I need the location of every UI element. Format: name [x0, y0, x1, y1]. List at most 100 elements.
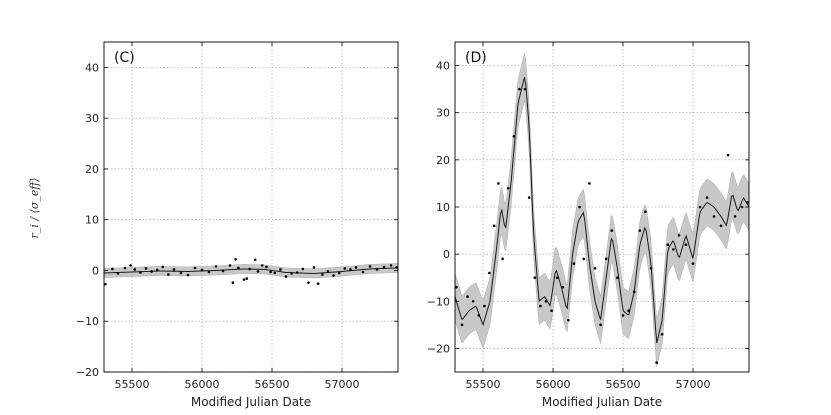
data-point: [660, 332, 664, 336]
data-point: [167, 273, 170, 276]
x-tick-label: 57000: [676, 378, 711, 391]
x-tick-label: 56000: [185, 378, 220, 391]
x-tick-label: 56500: [255, 378, 290, 391]
y-tick-label: 0: [443, 248, 450, 261]
data-point: [253, 258, 257, 262]
data-point: [712, 215, 716, 218]
data-point: [382, 265, 386, 269]
data-point: [726, 153, 730, 157]
data-point: [691, 262, 695, 265]
y-tick-label: 20: [85, 163, 99, 176]
data-point: [466, 295, 469, 298]
data-point: [193, 266, 197, 270]
data-point: [144, 267, 148, 270]
y-tick-label: 0: [92, 264, 99, 277]
data-point: [265, 265, 268, 269]
data-point: [582, 257, 586, 261]
data-point: [200, 268, 204, 272]
data-point: [129, 264, 132, 267]
panel-label: (D): [465, 50, 487, 66]
data-point: [460, 323, 464, 327]
data-point: [593, 266, 597, 270]
data-point: [139, 271, 142, 274]
data-point: [572, 262, 576, 265]
data-point: [179, 271, 183, 275]
data-point: [337, 271, 341, 275]
data-point: [655, 361, 658, 364]
x-tick-label: 56500: [606, 378, 641, 391]
data-point: [567, 318, 570, 322]
data-point: [207, 270, 211, 274]
x-tick-label: 55500: [115, 378, 150, 391]
y-tick-label: 40: [436, 60, 450, 73]
data-point: [561, 285, 565, 289]
data-point: [698, 205, 702, 209]
x-axis-label: Modified Julian Date: [542, 395, 662, 409]
data-point: [123, 266, 127, 270]
y-tick-label: −20: [427, 342, 450, 355]
confidence-band: [454, 53, 750, 367]
data-point: [273, 271, 277, 275]
panel-d: 55500 56000 56500 57000 −20 −10 0 10 20 30 40 (D) Mo…: [427, 41, 750, 409]
data-point: [290, 272, 293, 275]
data-point: [705, 196, 709, 199]
data-point: [610, 229, 614, 232]
data-point: [746, 200, 749, 204]
data-point: [488, 271, 491, 275]
data-point: [578, 205, 581, 209]
data-point: [604, 257, 608, 261]
data-point: [518, 87, 521, 91]
data-point: [316, 282, 320, 285]
data-point: [677, 233, 681, 237]
data-point: [332, 274, 335, 277]
data-point: [740, 205, 744, 209]
data-point: [116, 272, 120, 275]
data-point: [269, 270, 272, 274]
data-point: [234, 257, 237, 261]
data-point: [214, 265, 218, 268]
data-point: [368, 265, 372, 268]
data-point: [477, 314, 481, 317]
data-point: [343, 267, 347, 270]
data-point: [649, 266, 653, 270]
data-point: [638, 229, 642, 232]
y-tick-label: −10: [427, 295, 450, 308]
data-point: [133, 268, 137, 271]
data-point: [627, 309, 630, 313]
data-point: [616, 276, 619, 280]
data-point: [588, 182, 591, 185]
data-point: [533, 276, 537, 280]
y-axis-label: r_i / ⟨σ_eff⟩: [28, 178, 41, 239]
x-axis-label: Modified Julian Date: [191, 395, 311, 409]
panel-c: 55500 56000 56500 57000 −20 −10 0 10 20 30 40 (C) Mo…: [76, 41, 399, 409]
data-point: [256, 270, 260, 273]
data-point: [231, 281, 235, 284]
data-point: [104, 282, 107, 286]
panel-label: (C): [114, 50, 135, 66]
data-point: [242, 278, 246, 281]
y-tick-label: 30: [85, 112, 99, 125]
data-point: [155, 268, 159, 272]
data-point: [361, 270, 365, 274]
data-point: [284, 275, 288, 278]
data-point: [501, 257, 504, 261]
x-tick-label: 57000: [325, 378, 360, 391]
data-point: [295, 271, 299, 274]
data-point: [599, 323, 602, 327]
data-point: [455, 285, 458, 289]
data-point: [672, 248, 675, 251]
data-point: [550, 309, 553, 313]
data-point: [279, 268, 282, 271]
data-point: [221, 269, 225, 273]
data-point: [326, 270, 330, 273]
data-point: [349, 268, 352, 271]
model-curve: [103, 267, 399, 275]
data-point: [555, 276, 559, 280]
data-point: [307, 281, 310, 284]
data-point: [245, 277, 249, 280]
data-point: [389, 264, 393, 267]
data-point: [666, 243, 670, 247]
y-tick-label: −20: [76, 366, 99, 379]
data-point: [161, 265, 165, 269]
